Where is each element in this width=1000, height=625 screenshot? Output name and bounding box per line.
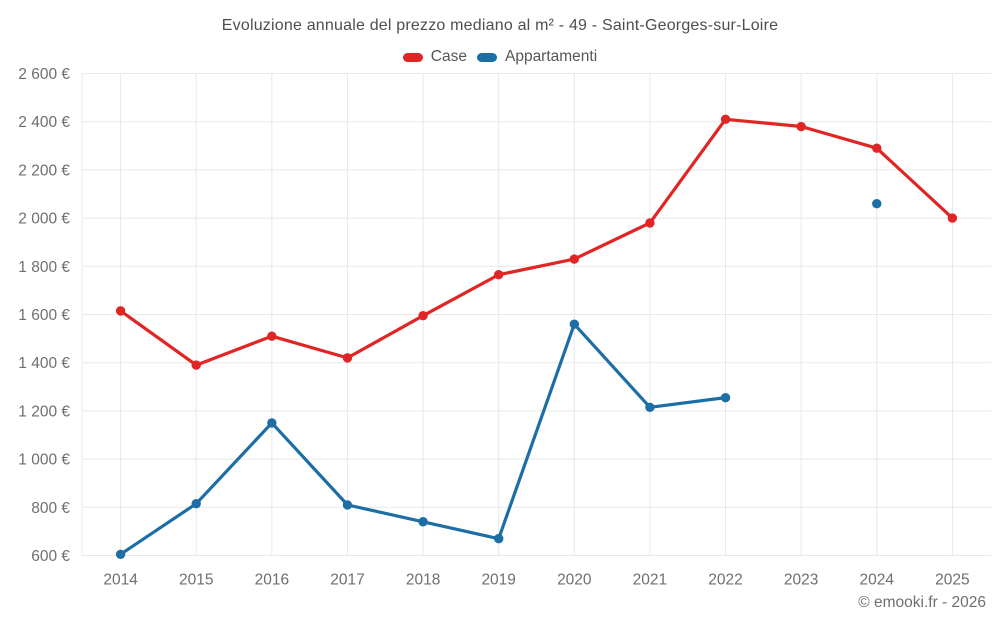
data-point-case-2016[interactable]	[267, 331, 277, 341]
y-tick-label: 2 000 €	[18, 211, 70, 228]
x-tick-label: 2024	[860, 572, 895, 589]
data-point-appartamenti-2020[interactable]	[569, 319, 580, 329]
data-point-case-2020[interactable]	[569, 254, 580, 264]
data-point-case-2024[interactable]	[872, 143, 882, 153]
data-point-case-2017[interactable]	[342, 353, 353, 363]
data-point-case-2025[interactable]	[947, 213, 958, 223]
y-tick-label: 2 600 €	[18, 66, 70, 83]
y-tick-label: 1 600 €	[18, 307, 70, 324]
y-tick-label: 600 €	[31, 548, 70, 565]
legend-label-case: Case	[430, 48, 467, 65]
legend-item-appartamenti[interactable]: Appartamenti	[476, 48, 598, 66]
x-tick-label: 2020	[557, 572, 592, 589]
copyright-footer: © emooki.fr - 2026	[858, 594, 986, 611]
data-point-appartamenti-2018[interactable]	[418, 517, 428, 527]
data-point-case-2023[interactable]	[796, 121, 806, 132]
chart-legend: Case Appartamenti	[0, 48, 1000, 66]
chart-title: Evoluzione annuale del prezzo mediano al…	[221, 17, 779, 34]
data-point-appartamenti-2017[interactable]	[342, 500, 353, 510]
x-tick-label: 2014	[103, 572, 138, 589]
x-tick-label: 2018	[406, 572, 440, 589]
x-tick-label: 2016	[255, 572, 289, 589]
data-point-case-2019[interactable]	[493, 270, 504, 280]
appartamenti-series-swatch-icon	[476, 52, 497, 62]
data-point-appartamenti-2024[interactable]	[872, 198, 882, 209]
y-tick-label: 800 €	[31, 500, 70, 517]
data-point-appartamenti-2022[interactable]	[720, 392, 731, 403]
y-tick-label: 1 000 €	[18, 452, 70, 469]
data-point-appartamenti-2019[interactable]	[493, 533, 504, 544]
x-tick-label: 2015	[179, 572, 213, 589]
x-tick-label: 2019	[481, 572, 515, 589]
y-tick-label: 2 200 €	[18, 162, 70, 179]
data-point-case-2015[interactable]	[191, 360, 201, 370]
data-point-case-2014[interactable]	[115, 306, 126, 316]
legend-label-appartamenti: Appartamenti	[504, 48, 598, 65]
y-tick-label: 1 400 €	[18, 355, 70, 372]
x-tick-label: 2017	[330, 572, 364, 589]
data-point-appartamenti-2015[interactable]	[191, 498, 201, 509]
series-line-case	[118, 117, 955, 367]
legend-item-case[interactable]: Case	[402, 48, 467, 66]
x-tick-label: 2022	[708, 572, 742, 589]
y-tick-label: 1 800 €	[18, 259, 70, 276]
data-point-case-2018[interactable]	[418, 311, 428, 321]
x-tick-label: 2023	[784, 572, 818, 589]
data-point-case-2022[interactable]	[720, 114, 731, 124]
data-point-appartamenti-2014[interactable]	[115, 549, 126, 559]
case-series-swatch-icon	[402, 52, 423, 62]
data-point-appartamenti-2021[interactable]	[645, 402, 655, 412]
data-point-appartamenti-2016[interactable]	[267, 418, 277, 428]
data-point-case-2021[interactable]	[645, 218, 655, 228]
x-tick-label: 2025	[935, 572, 969, 589]
x-tick-label: 2021	[633, 572, 667, 589]
y-tick-label: 2 400 €	[18, 114, 70, 131]
y-tick-label: 1 200 €	[18, 403, 70, 420]
